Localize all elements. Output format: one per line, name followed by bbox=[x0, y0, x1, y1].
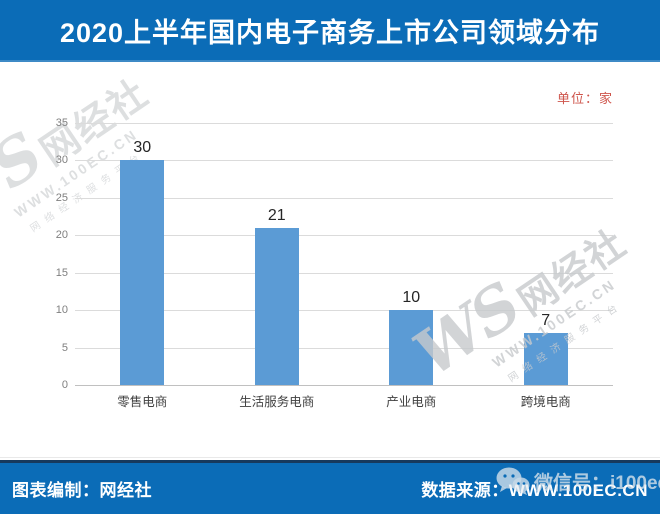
footer-divider bbox=[0, 460, 660, 463]
bar-group: 7 bbox=[479, 123, 614, 385]
bar bbox=[389, 310, 434, 385]
page-title: 2020上半年国内电子商务上市公司领域分布 bbox=[59, 17, 601, 48]
x-axis-category-label: 生活服务电商 bbox=[239, 395, 315, 409]
bar bbox=[120, 160, 165, 385]
y-axis: 35 30 25 20 15 10 5 0 bbox=[28, 117, 68, 391]
bar bbox=[523, 332, 568, 385]
y-axis-tick-label: 30 bbox=[55, 154, 68, 167]
footer-bar: 图表编制：网经社 数据来源：WWW.100EC.CN bbox=[0, 463, 660, 514]
bar-value-label: 7 bbox=[541, 311, 551, 329]
bar-value-label: 30 bbox=[133, 139, 152, 157]
title-banner: 2020上半年国内电子商务上市公司领域分布 bbox=[0, 0, 660, 62]
gridline bbox=[75, 235, 613, 237]
bar-group: 10 bbox=[344, 123, 479, 385]
y-axis-tick-label: 5 bbox=[61, 341, 68, 354]
x-axis-category-label: 零售电商 bbox=[117, 395, 168, 409]
y-axis-tick-label: 20 bbox=[55, 229, 68, 242]
chart-bottom-hairline bbox=[0, 457, 660, 458]
bar-group: 30 bbox=[75, 123, 210, 385]
unit-label: 单位：家 bbox=[556, 91, 613, 106]
x-axis: 零售电商 生活服务电商 产业电商 跨境电商 bbox=[75, 391, 613, 410]
gridline bbox=[75, 197, 613, 199]
gridline bbox=[75, 310, 613, 312]
bar-chart-plot-area: 30 21 10 7 bbox=[75, 123, 613, 386]
bar-series: 30 21 10 7 bbox=[75, 123, 613, 385]
gridline bbox=[75, 160, 613, 162]
bar-value-label: 10 bbox=[402, 289, 421, 307]
gridline bbox=[75, 347, 613, 349]
bar bbox=[254, 227, 299, 385]
footer-source: 数据来源：WWW.100EC.CN bbox=[421, 481, 648, 500]
gridline bbox=[75, 272, 613, 274]
y-axis-tick-label: 35 bbox=[55, 117, 68, 129]
bar-group: 21 bbox=[210, 123, 345, 385]
y-axis-tick-label: 0 bbox=[61, 379, 68, 391]
gridline bbox=[75, 123, 613, 124]
footer-credit: 图表编制：网经社 bbox=[12, 481, 152, 500]
bar-value-label: 21 bbox=[267, 206, 286, 224]
y-axis-tick-label: 25 bbox=[55, 191, 68, 204]
y-axis-tick-label: 15 bbox=[55, 266, 68, 279]
y-axis-tick-label: 10 bbox=[55, 304, 68, 317]
x-axis-line bbox=[75, 385, 613, 386]
x-axis-category-label: 跨境电商 bbox=[520, 395, 571, 409]
x-axis-category-label: 产业电商 bbox=[386, 395, 437, 409]
